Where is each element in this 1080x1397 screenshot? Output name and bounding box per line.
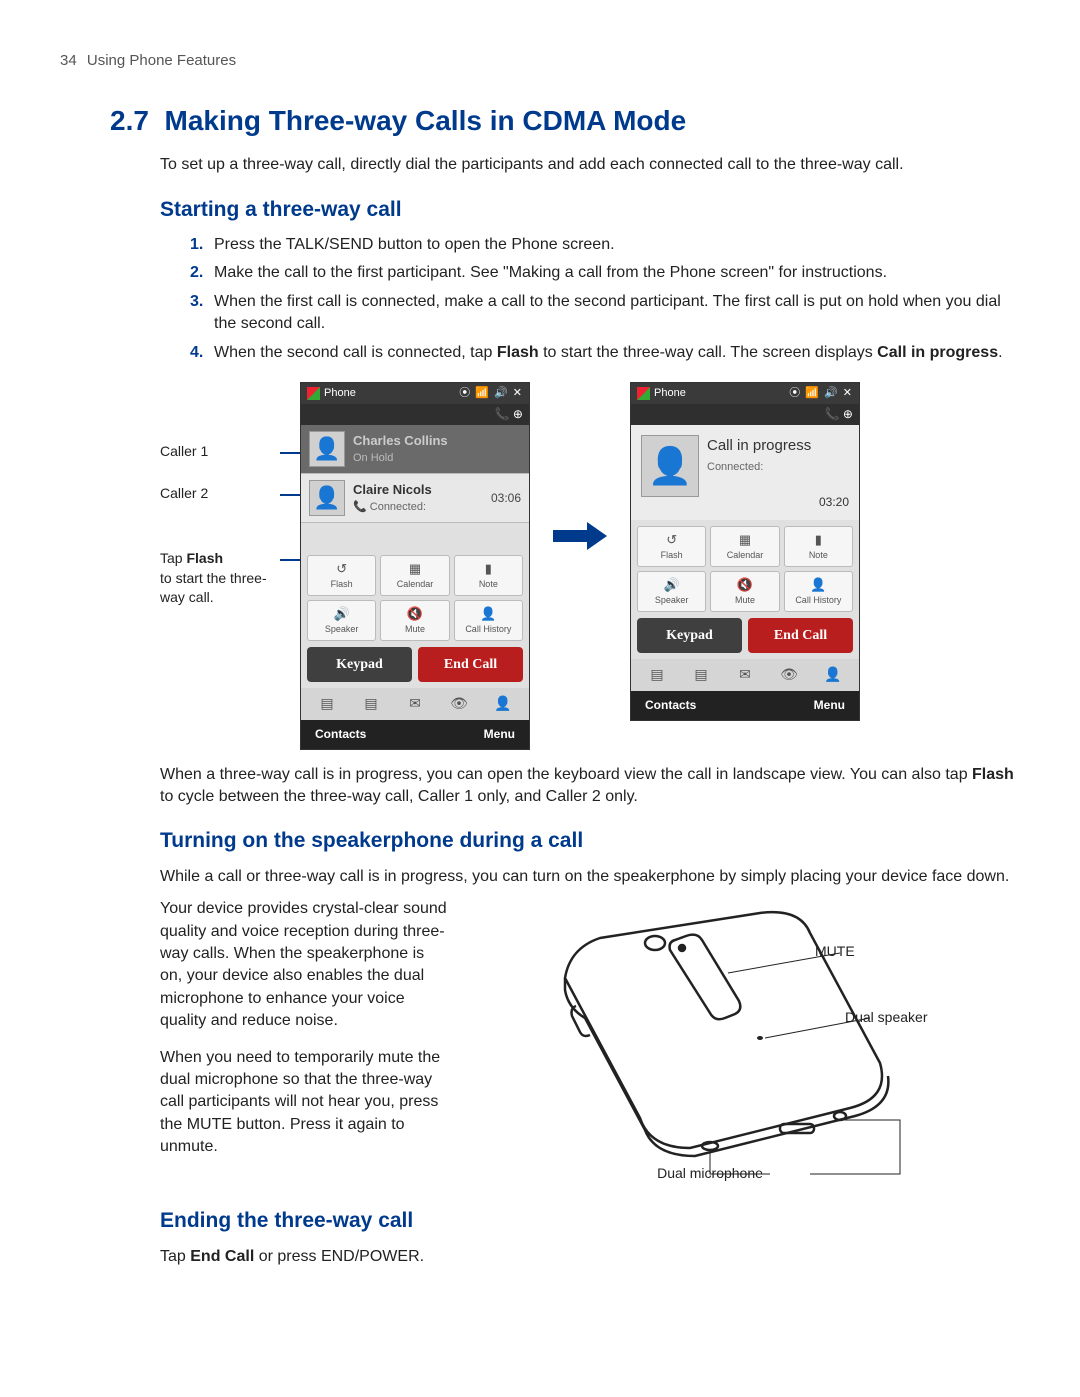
- speaker-p1: Your device provides crystal-clear sound…: [160, 898, 450, 1032]
- step-1: 1.Press the TALK/SEND button to open the…: [190, 234, 1020, 256]
- flash-button[interactable]: ↺Flash: [307, 555, 376, 596]
- status-icons: ⦿ 📶 🔊 ✕: [789, 386, 853, 401]
- mute-button[interactable]: 🔇Mute: [710, 571, 779, 612]
- start-icon: [307, 387, 320, 400]
- start-icon: [637, 387, 650, 400]
- callhistory-button[interactable]: 👤Call History: [454, 600, 523, 641]
- label-dual-microphone: Dual microphone: [610, 1164, 810, 1184]
- callhistory-button[interactable]: 👤Call History: [784, 571, 853, 612]
- subhead-ending: Ending the three-way call: [160, 1206, 1020, 1235]
- action-grid: ↺Flash ▦Calendar ▮Note 🔊Speaker 🔇Mute 👤C…: [301, 549, 529, 647]
- mute-button[interactable]: 🔇Mute: [380, 600, 449, 641]
- subhead-speakerphone: Turning on the speakerphone during a cal…: [160, 826, 1020, 855]
- label-mute: MUTE: [815, 942, 855, 962]
- call-in-progress-row: 👤 Call in progress Connected: 03:20: [631, 425, 859, 520]
- section-title: 2.7 Making Three-way Calls in CDMA Mode: [110, 101, 1020, 140]
- icon-strip: ▤ ▤ ✉ 👁 👤: [301, 688, 529, 720]
- after-figure-note: When a three-way call is in progress, yo…: [160, 764, 1020, 809]
- step-2: 2.Make the call to the first participant…: [190, 262, 1020, 284]
- steps-list: 1.Press the TALK/SEND button to open the…: [190, 234, 1020, 364]
- keypad-button[interactable]: Keypad: [307, 647, 412, 683]
- speaker-button[interactable]: 🔊Speaker: [307, 600, 376, 641]
- arrow-icon: [550, 382, 610, 550]
- phone-screenshot-b: Phone ⦿ 📶 🔊 ✕ 📞 ⊕ 👤 Call in progress Con…: [630, 382, 860, 721]
- menu-softkey[interactable]: Menu: [484, 726, 515, 743]
- speaker-button[interactable]: 🔊Speaker: [637, 571, 706, 612]
- figure-phones: Caller 1 Caller 2 Tap Flash to start the…: [160, 382, 1020, 750]
- running-title: Using Phone Features: [87, 52, 236, 69]
- callout-caller1: Caller 1: [160, 442, 280, 462]
- action-grid: ↺Flash ▦Calendar ▮Note 🔊Speaker 🔇Mute 👤C…: [631, 520, 859, 618]
- avatar-icon: 👤: [309, 480, 345, 516]
- note-button[interactable]: ▮Note: [454, 555, 523, 596]
- calendar-button[interactable]: ▦Calendar: [710, 526, 779, 567]
- step-4: 4. When the second call is connected, ta…: [190, 342, 1020, 364]
- softkey-bar: Contacts Menu: [631, 691, 859, 720]
- subhead-starting: Starting a three-way call: [160, 195, 1020, 224]
- step-3: 3.When the first call is connected, make…: [190, 291, 1020, 336]
- avatar-icon: 👤: [641, 435, 699, 497]
- device-diagram: MUTE Dual speaker Dual microphone: [480, 898, 1020, 1188]
- avatar-icon: 👤: [309, 431, 345, 467]
- contacts-softkey[interactable]: Contacts: [645, 697, 696, 714]
- contacts-softkey[interactable]: Contacts: [315, 726, 366, 743]
- running-header: 34 Using Phone Features: [60, 50, 1020, 71]
- endcall-button[interactable]: End Call: [418, 647, 523, 683]
- phone-screenshot-a: Phone ⦿ 📶 🔊 ✕ 📞 ⊕ 👤 Charles Collins On H…: [300, 382, 530, 750]
- calendar-button[interactable]: ▦Calendar: [380, 555, 449, 596]
- menu-softkey[interactable]: Menu: [814, 697, 845, 714]
- page-number: 34: [60, 52, 77, 69]
- subbar: 📞 ⊕: [301, 404, 529, 425]
- statusbar: Phone ⦿ 📶 🔊 ✕: [631, 383, 859, 404]
- ending-text: Tap End Call or press END/POWER.: [160, 1246, 1020, 1268]
- speakerphone-section: Your device provides crystal-clear sound…: [160, 898, 1020, 1188]
- icon-strip: ▤ ▤ ✉ 👁 👤: [631, 659, 859, 691]
- status-icons: ⦿ 📶 🔊 ✕: [459, 386, 523, 401]
- speaker-p2: When you need to temporarily mute the du…: [160, 1047, 450, 1159]
- callout-caller2: Caller 2: [160, 484, 280, 504]
- figure-callouts: Caller 1 Caller 2 Tap Flash to start the…: [160, 382, 280, 630]
- softkey-bar: Contacts Menu: [301, 720, 529, 749]
- caller2-row: 👤 Claire Nicols 📞 Connected: 03:06: [301, 474, 529, 523]
- section-intro: To set up a three-way call, directly dia…: [160, 154, 1020, 176]
- label-dual-speaker: Dual speaker: [845, 1008, 928, 1028]
- endcall-button[interactable]: End Call: [748, 618, 853, 654]
- subbar: 📞 ⊕: [631, 404, 859, 425]
- note-button[interactable]: ▮Note: [784, 526, 853, 567]
- callout-flash: Tap Flash to start the three-way call.: [160, 549, 280, 608]
- caller1-row: 👤 Charles Collins On Hold: [301, 425, 529, 474]
- keypad-button[interactable]: Keypad: [637, 618, 742, 654]
- speakerphone-intro: While a call or three-way call is in pro…: [160, 866, 1020, 888]
- statusbar: Phone ⦿ 📶 🔊 ✕: [301, 383, 529, 404]
- flash-button[interactable]: ↺Flash: [637, 526, 706, 567]
